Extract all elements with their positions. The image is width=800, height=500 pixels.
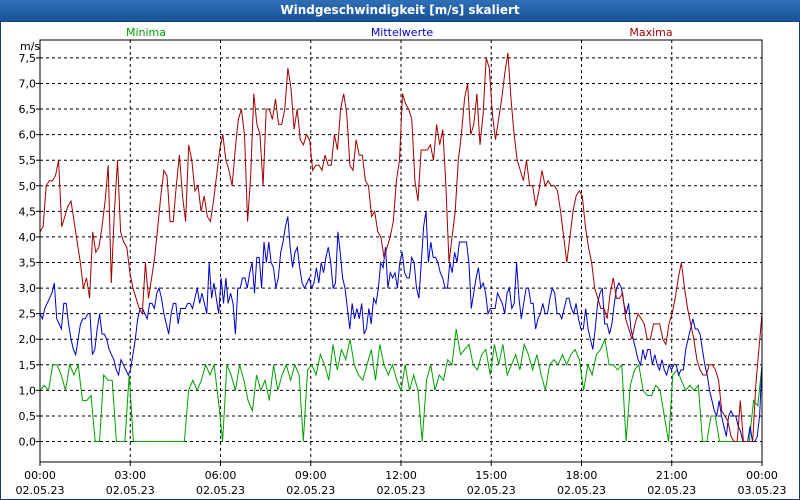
x-tick-time: 15:00 (475, 469, 507, 482)
x-tick-time: 00:00 (24, 469, 56, 482)
y-tick-label: 6,0 (19, 129, 37, 142)
y-tick-label: 0,0 (19, 436, 37, 449)
y-tick-label: 0,5 (19, 410, 37, 423)
x-tick-date: 02.05.23 (647, 484, 696, 497)
x-tick-date: 02.05.23 (16, 484, 65, 497)
x-tick-date: 02.05.23 (106, 484, 155, 497)
legend-mittelwerte: Mittelwerte (371, 26, 434, 39)
y-axis-unit-label: m/s (20, 40, 40, 53)
x-tick-date: 02.05.23 (196, 484, 245, 497)
x-tick-time: 03:00 (114, 469, 146, 482)
series-line-minima (39, 328, 763, 442)
x-tick-time: 00:00 (746, 469, 778, 482)
y-tick-label: 7,5 (19, 52, 37, 65)
x-tick-time: 18:00 (566, 469, 598, 482)
y-tick-label: 1,0 (19, 384, 37, 397)
series-lines (39, 52, 763, 442)
x-tick-date: 02.05.23 (557, 484, 606, 497)
chart-title: Windgeschwindigkeit [m/s] skaliert (280, 3, 520, 17)
y-tick-label: 5,0 (19, 180, 37, 193)
y-tick-label: 4,0 (19, 231, 37, 244)
series-line-maxima (39, 52, 763, 442)
legend: Minima Mittelwerte Maxima (126, 26, 673, 39)
y-tick-label: 5,5 (19, 154, 37, 167)
x-tick-date: 03.05.23 (738, 484, 787, 497)
x-tick-time: 21:00 (656, 469, 688, 482)
grid (40, 40, 762, 462)
y-tick-label: 4,5 (19, 205, 37, 218)
x-axis: 00:00 02.05.23 03:00 02.05.23 06:00 02.05.23 0… (16, 462, 787, 497)
legend-maxima: Maxima (629, 26, 672, 39)
plot-area-border (39, 39, 763, 463)
y-tick-label: 6,5 (19, 103, 37, 116)
x-tick-date: 02.05.23 (377, 484, 426, 497)
series-line-mittelwerte (39, 211, 763, 442)
y-tick-label: 3,5 (19, 257, 37, 270)
y-tick-label: 7,0 (19, 77, 37, 90)
y-tick-label: 2,5 (19, 308, 37, 321)
x-tick-time: 06:00 (205, 469, 237, 482)
legend-minima: Minima (126, 26, 166, 39)
y-tick-label: 3,0 (19, 282, 37, 295)
x-tick-time: 12:00 (385, 469, 417, 482)
y-axis: 0,0 0,5 1,0 1,5 2,0 2,5 3,0 3,5 4,0 4,5 5,0 5,5 6,0 6… (19, 52, 40, 449)
x-tick-time: 09:00 (295, 469, 327, 482)
y-tick-label: 2,0 (19, 333, 37, 346)
x-tick-date: 02.05.23 (286, 484, 335, 497)
y-tick-label: 1,5 (19, 359, 37, 372)
x-tick-date: 02.05.23 (467, 484, 516, 497)
title-bar: Windgeschwindigkeit [m/s] skaliert (0, 0, 800, 22)
